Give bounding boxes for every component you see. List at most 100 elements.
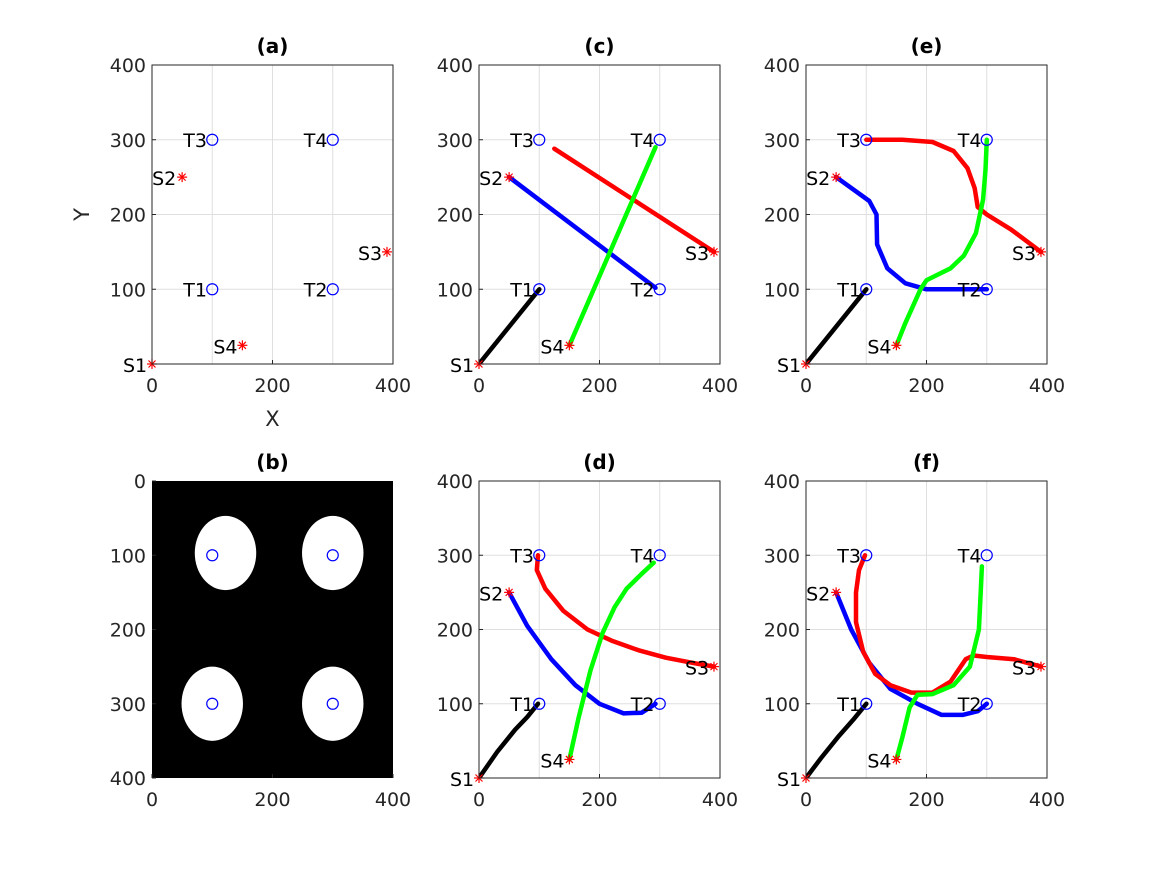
y-tick-label: 100 xyxy=(764,279,800,301)
source-label-S2: S2 xyxy=(806,583,830,605)
target-marker xyxy=(326,549,339,562)
x-tick-label: 400 xyxy=(375,375,411,397)
target-marker-T3 xyxy=(860,133,873,146)
target-marker-T2 xyxy=(980,697,993,710)
source-marker-S4 xyxy=(237,340,248,351)
source-label-S3: S3 xyxy=(685,243,709,265)
source-marker-S3 xyxy=(1035,661,1046,672)
y-tick-label: 200 xyxy=(110,620,146,642)
target-label-T4: T4 xyxy=(303,130,328,152)
target-marker-T4 xyxy=(653,133,666,146)
target-marker-T3 xyxy=(533,133,546,146)
target-label-T1: T1 xyxy=(836,694,861,716)
path-c-0 xyxy=(479,287,542,364)
path-e-2 xyxy=(864,137,1044,255)
source-label-S1: S1 xyxy=(123,355,147,377)
x-tick-label: 400 xyxy=(1029,789,1065,811)
target-marker xyxy=(326,697,339,710)
y-tick-label: 400 xyxy=(437,55,473,77)
target-label-T3: T3 xyxy=(509,130,534,152)
image-background xyxy=(152,481,393,778)
x-tick-label: 200 xyxy=(254,375,290,397)
source-label-S1: S1 xyxy=(777,769,801,791)
source-label-S4: S4 xyxy=(213,336,237,358)
target-label-T1: T1 xyxy=(836,279,861,301)
image-region xyxy=(302,666,364,741)
target-marker-T1 xyxy=(206,283,219,296)
target-marker-T2 xyxy=(326,283,339,296)
target-label-T2: T2 xyxy=(303,279,328,301)
image-region xyxy=(194,515,257,591)
source-label-S1: S1 xyxy=(777,355,801,377)
x-tick-label: 200 xyxy=(908,789,944,811)
x-tick-label: 0 xyxy=(146,789,158,811)
y-tick-label: 300 xyxy=(437,130,473,152)
source-label-S2: S2 xyxy=(152,168,176,190)
target-label-T3: T3 xyxy=(836,130,861,152)
source-marker-S4 xyxy=(564,754,575,765)
source-marker-S3 xyxy=(708,246,719,257)
y-tick-label: 300 xyxy=(764,545,800,567)
x-tick-label: 0 xyxy=(800,789,812,811)
target-label-T4: T4 xyxy=(957,545,982,567)
path-d-2 xyxy=(534,553,717,669)
y-tick-label: 100 xyxy=(764,694,800,716)
x-tick-label: 400 xyxy=(702,789,738,811)
target-marker-T3 xyxy=(860,549,873,562)
x-axis-label: X xyxy=(265,407,279,431)
source-label-S3: S3 xyxy=(358,243,382,265)
x-tick-label: 200 xyxy=(254,789,290,811)
x-tick-label: 400 xyxy=(375,789,411,811)
target-label-T3: T3 xyxy=(836,545,861,567)
panel-e: T1 T2 T3 T4 S1 S2 S3 S4 0 200 400 100 200 300 400 (e) xyxy=(764,34,1065,397)
target-label-T4: T4 xyxy=(957,130,982,152)
target-marker-T3 xyxy=(533,549,546,562)
target-marker-T4 xyxy=(326,133,339,146)
source-label-S3: S3 xyxy=(1012,243,1036,265)
panel-title-d: (d) xyxy=(583,450,616,474)
path-f-2 xyxy=(853,553,1044,695)
source-marker-S2 xyxy=(831,587,842,598)
target-marker xyxy=(206,549,219,562)
target-label-T3: T3 xyxy=(509,545,534,567)
source-marker-S3 xyxy=(1035,246,1046,257)
source-label-S3: S3 xyxy=(1012,658,1036,680)
panel-title-e: (e) xyxy=(911,34,943,58)
panel-f: T1 T2 T3 T4 S1 S2 S3 S4 0 200 400 100 200 300 400 (f) xyxy=(764,450,1065,811)
target-marker-T1 xyxy=(860,283,873,296)
path-c-3 xyxy=(567,144,658,348)
target-marker-T4 xyxy=(980,133,993,146)
y-tick-label: 100 xyxy=(437,279,473,301)
y-tick-label: 200 xyxy=(437,205,473,227)
y-tick-label: 200 xyxy=(764,205,800,227)
target-label-T2: T2 xyxy=(957,279,982,301)
source-label-S4: S4 xyxy=(867,336,891,358)
x-tick-label: 0 xyxy=(473,789,485,811)
path-f-1 xyxy=(833,590,990,718)
target-marker-T1 xyxy=(533,283,546,296)
source-label-S3: S3 xyxy=(685,658,709,680)
target-marker-T4 xyxy=(980,549,993,562)
path-d-3 xyxy=(567,560,656,762)
x-tick-label: 0 xyxy=(473,375,485,397)
source-label-S2: S2 xyxy=(806,168,830,190)
target-marker-T4 xyxy=(653,549,666,562)
panel-title-f: (f) xyxy=(913,450,940,474)
y-tick-label: 400 xyxy=(110,768,146,790)
x-tick-label: 400 xyxy=(702,375,738,397)
source-marker-S4 xyxy=(564,340,575,351)
source-marker-S3 xyxy=(708,661,719,672)
y-tick-label: 100 xyxy=(110,545,146,567)
y-tick-label: 300 xyxy=(110,694,146,716)
target-marker-T3 xyxy=(206,133,219,146)
path-e-3 xyxy=(894,137,990,348)
target-label-T1: T1 xyxy=(509,279,534,301)
y-tick-label: 300 xyxy=(437,545,473,567)
y-tick-label: 300 xyxy=(110,130,146,152)
path-c-1 xyxy=(506,174,658,291)
y-tick-label: 200 xyxy=(110,205,146,227)
target-marker-T2 xyxy=(653,697,666,710)
target-marker-T1 xyxy=(860,697,873,710)
source-marker-S3 xyxy=(381,246,392,257)
